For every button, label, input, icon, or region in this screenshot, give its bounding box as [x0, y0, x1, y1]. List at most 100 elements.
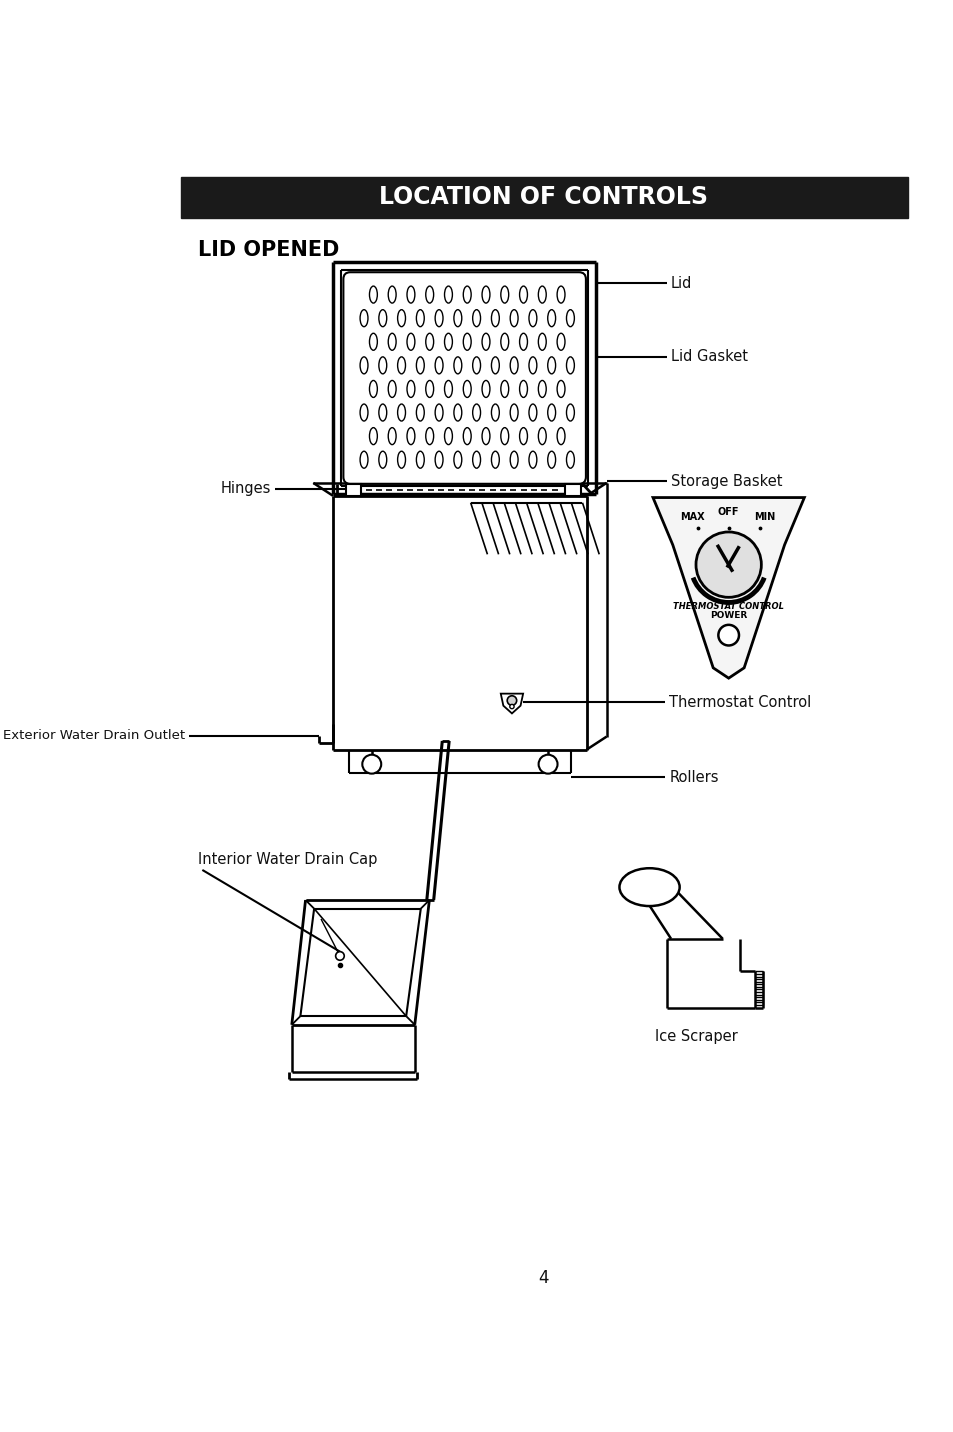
Ellipse shape: [444, 286, 452, 304]
Ellipse shape: [481, 381, 490, 398]
Ellipse shape: [557, 334, 564, 351]
Ellipse shape: [547, 404, 555, 421]
Ellipse shape: [463, 428, 471, 444]
Ellipse shape: [407, 334, 415, 351]
Text: MAX: MAX: [679, 511, 704, 521]
Bar: [565, 484, 580, 495]
Text: Lid: Lid: [670, 276, 692, 291]
Ellipse shape: [378, 357, 386, 374]
Ellipse shape: [472, 357, 480, 374]
Ellipse shape: [454, 309, 461, 326]
Ellipse shape: [425, 428, 434, 444]
Ellipse shape: [519, 334, 527, 351]
Text: LID OPENED: LID OPENED: [198, 239, 339, 259]
Ellipse shape: [537, 334, 546, 351]
Ellipse shape: [359, 404, 368, 421]
Ellipse shape: [463, 381, 471, 398]
FancyBboxPatch shape: [343, 272, 585, 484]
Text: MIN: MIN: [754, 511, 775, 521]
Circle shape: [335, 952, 344, 961]
Ellipse shape: [397, 451, 405, 468]
Ellipse shape: [566, 309, 574, 326]
Ellipse shape: [537, 428, 546, 444]
Ellipse shape: [491, 451, 498, 468]
Circle shape: [696, 531, 760, 597]
Ellipse shape: [425, 334, 434, 351]
Ellipse shape: [557, 286, 564, 304]
Ellipse shape: [359, 309, 368, 326]
Ellipse shape: [537, 286, 546, 304]
Ellipse shape: [566, 404, 574, 421]
Ellipse shape: [369, 286, 377, 304]
Ellipse shape: [491, 357, 498, 374]
Text: 4: 4: [537, 1269, 548, 1287]
Ellipse shape: [481, 334, 490, 351]
Ellipse shape: [388, 334, 395, 351]
Ellipse shape: [435, 357, 442, 374]
Text: Thermostat Control: Thermostat Control: [669, 695, 811, 710]
Ellipse shape: [500, 334, 508, 351]
Ellipse shape: [425, 381, 434, 398]
Polygon shape: [652, 497, 803, 679]
Bar: [181, 176, 906, 218]
Ellipse shape: [359, 451, 368, 468]
Ellipse shape: [407, 286, 415, 304]
Text: OFF: OFF: [718, 507, 739, 517]
Ellipse shape: [454, 404, 461, 421]
Text: Storage Basket: Storage Basket: [670, 474, 781, 488]
Ellipse shape: [519, 381, 527, 398]
Polygon shape: [500, 693, 522, 713]
Ellipse shape: [444, 381, 452, 398]
Text: THERMOSTAT CONTROL: THERMOSTAT CONTROL: [673, 601, 783, 610]
Ellipse shape: [388, 428, 395, 444]
Ellipse shape: [397, 309, 405, 326]
Ellipse shape: [463, 334, 471, 351]
Ellipse shape: [416, 309, 424, 326]
Ellipse shape: [425, 286, 434, 304]
Ellipse shape: [528, 357, 537, 374]
Ellipse shape: [369, 381, 377, 398]
Ellipse shape: [510, 309, 517, 326]
Circle shape: [718, 624, 739, 646]
Ellipse shape: [557, 428, 564, 444]
Ellipse shape: [472, 404, 480, 421]
Ellipse shape: [472, 451, 480, 468]
Text: LOCATION OF CONTROLS: LOCATION OF CONTROLS: [379, 185, 707, 209]
Ellipse shape: [519, 286, 527, 304]
Circle shape: [509, 705, 514, 709]
Ellipse shape: [618, 868, 679, 906]
Ellipse shape: [416, 404, 424, 421]
Ellipse shape: [397, 404, 405, 421]
Ellipse shape: [378, 309, 386, 326]
Ellipse shape: [537, 381, 546, 398]
Ellipse shape: [359, 357, 368, 374]
Ellipse shape: [407, 381, 415, 398]
Text: Interior Water Drain Cap: Interior Water Drain Cap: [198, 852, 377, 866]
Ellipse shape: [444, 334, 452, 351]
Ellipse shape: [454, 357, 461, 374]
Ellipse shape: [500, 381, 508, 398]
Ellipse shape: [510, 357, 517, 374]
Ellipse shape: [510, 451, 517, 468]
Ellipse shape: [388, 381, 395, 398]
Bar: [346, 484, 361, 495]
Ellipse shape: [454, 451, 461, 468]
Ellipse shape: [566, 451, 574, 468]
Ellipse shape: [416, 357, 424, 374]
Circle shape: [507, 696, 517, 705]
Ellipse shape: [378, 404, 386, 421]
Text: Lid Gasket: Lid Gasket: [670, 349, 747, 364]
Ellipse shape: [547, 309, 555, 326]
Ellipse shape: [557, 381, 564, 398]
Ellipse shape: [435, 309, 442, 326]
Ellipse shape: [407, 428, 415, 444]
Ellipse shape: [481, 428, 490, 444]
Ellipse shape: [435, 451, 442, 468]
Ellipse shape: [472, 309, 480, 326]
Text: Hinges: Hinges: [220, 481, 271, 497]
Text: Ice Scraper: Ice Scraper: [655, 1030, 738, 1044]
Ellipse shape: [500, 428, 508, 444]
Ellipse shape: [378, 451, 386, 468]
Text: Exterior Water Drain Outlet: Exterior Water Drain Outlet: [3, 729, 185, 742]
Ellipse shape: [566, 357, 574, 374]
